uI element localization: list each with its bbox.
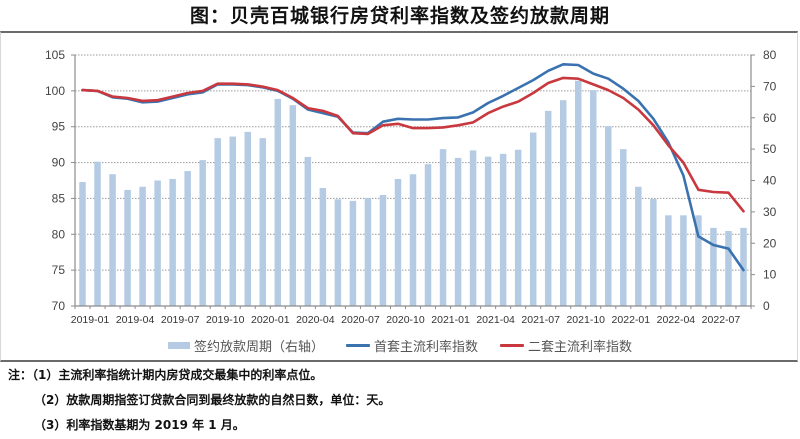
bar bbox=[665, 215, 672, 306]
bar bbox=[725, 231, 732, 306]
bar bbox=[695, 215, 702, 306]
y-left-tick-label: 80 bbox=[52, 227, 66, 241]
x-tick-label: 2020-10 bbox=[386, 314, 425, 326]
bar bbox=[214, 138, 221, 306]
y-right-tick-label: 20 bbox=[763, 236, 777, 250]
x-tick-label: 2020-07 bbox=[341, 314, 380, 326]
chart-title: 图：贝壳百城银行房贷利率指数及签约放款周期 bbox=[189, 5, 610, 27]
bar bbox=[79, 182, 86, 306]
legend-label-line2: 二套主流利率指数 bbox=[528, 339, 633, 355]
blue-line-swatch-icon bbox=[345, 343, 370, 347]
bar-swatch-icon bbox=[167, 341, 190, 349]
line-first-home-rate bbox=[81, 63, 745, 272]
y-right-tick-label: 50 bbox=[763, 142, 777, 156]
line-second-home-rate bbox=[81, 76, 745, 213]
bar bbox=[109, 174, 116, 306]
x-tick-label: 2020-04 bbox=[296, 314, 335, 326]
note-3: （3）利率指数基期为 2019 年 1 月。 bbox=[34, 418, 245, 432]
bar bbox=[139, 186, 146, 306]
bar bbox=[334, 199, 342, 306]
bar bbox=[635, 186, 642, 306]
bar bbox=[364, 198, 372, 306]
y-left-tick-label: 95 bbox=[52, 120, 66, 134]
x-tick-label: 2021-10 bbox=[566, 314, 605, 326]
y-right-tick-label: 30 bbox=[763, 205, 777, 219]
y-left-tick-label: 90 bbox=[52, 156, 66, 170]
y-left-tick-label: 85 bbox=[52, 191, 66, 205]
bar bbox=[620, 149, 627, 306]
bar bbox=[349, 200, 357, 306]
x-tick-label: 2022-04 bbox=[657, 314, 696, 326]
bar bbox=[184, 171, 191, 306]
bar bbox=[574, 80, 582, 306]
bar bbox=[544, 110, 552, 306]
note-2: （2）放款周期指签订贷款合同到最终放款的自然日数，单位：天。 bbox=[34, 393, 391, 407]
bar bbox=[484, 156, 492, 306]
x-tick-label: 2019-07 bbox=[161, 314, 200, 326]
bar bbox=[499, 153, 507, 306]
legend-item-line1: 首套主流利率指数 bbox=[345, 336, 478, 355]
bar-series-loan-cycle bbox=[79, 80, 747, 307]
bar bbox=[304, 156, 312, 306]
y-right-tick-label: 10 bbox=[763, 268, 777, 282]
y-right-tick-label: 80 bbox=[763, 48, 777, 62]
bar bbox=[439, 149, 447, 306]
bar bbox=[710, 227, 717, 306]
y-left-tick-label: 70 bbox=[52, 299, 66, 313]
x-tick-label: 2019-10 bbox=[206, 314, 245, 326]
y-left-tick-label: 100 bbox=[45, 84, 65, 98]
y-left-tick-label: 105 bbox=[45, 48, 65, 62]
y-right-tick-label: 40 bbox=[763, 174, 777, 188]
legend-label-bar: 签约放款周期（右轴） bbox=[193, 339, 324, 355]
bar bbox=[124, 189, 131, 306]
x-tick-label: 2021-07 bbox=[521, 314, 560, 326]
footnotes: 注：（1）主流利率指统计期内房贷成交最集中的利率点位。 （2）放款周期指签订贷款… bbox=[8, 364, 390, 439]
chart-plot: 70 75 80 85 90 95 100 105 0 10 20 30 40 50 60 70 80 2019-… bbox=[45, 48, 777, 326]
legend: 签约放款周期（右轴） 首套主流利率指数 二套主流利率指数 bbox=[0, 334, 800, 356]
bar bbox=[319, 188, 327, 306]
bar bbox=[199, 160, 206, 306]
x-tick-label: 2021-04 bbox=[476, 314, 515, 326]
bar bbox=[469, 150, 477, 306]
legend-item-bar: 签约放款周期（右轴） bbox=[167, 336, 324, 355]
bar bbox=[379, 194, 387, 306]
bar bbox=[740, 227, 747, 306]
bar bbox=[169, 178, 176, 306]
line-series bbox=[81, 63, 745, 272]
x-tick-label: 2022-07 bbox=[702, 314, 741, 326]
x-tick-label: 2020-01 bbox=[251, 314, 290, 326]
bar bbox=[454, 157, 462, 306]
bar bbox=[529, 132, 537, 306]
legend-label-line1: 首套主流利率指数 bbox=[373, 339, 478, 355]
x-tick-label: 2019-04 bbox=[116, 314, 155, 326]
bar bbox=[244, 131, 252, 306]
bar bbox=[274, 98, 282, 306]
bar bbox=[680, 215, 687, 306]
axes: 70 75 80 85 90 95 100 105 0 10 20 30 40 50 60 70 80 2019-… bbox=[45, 48, 777, 326]
x-tick-label: 2021-01 bbox=[431, 314, 470, 326]
bar bbox=[514, 149, 522, 306]
x-tick-label: 2022-01 bbox=[612, 314, 651, 326]
bar bbox=[605, 126, 612, 306]
y-left-tick-label: 75 bbox=[52, 263, 66, 277]
bar bbox=[650, 199, 657, 306]
y-right-tick-label: 60 bbox=[763, 111, 777, 125]
y-right-tick-label: 0 bbox=[763, 299, 770, 313]
note-1: 注：（1）主流利率指统计期内房贷成交最集中的利率点位。 bbox=[8, 368, 323, 382]
bar bbox=[289, 105, 297, 306]
bar bbox=[229, 136, 236, 306]
bar bbox=[559, 100, 567, 307]
x-tick-label: 2019-01 bbox=[71, 314, 110, 326]
bar bbox=[424, 164, 432, 306]
bar bbox=[259, 138, 267, 306]
bar bbox=[590, 90, 597, 306]
bar bbox=[94, 161, 101, 306]
y-right-tick-label: 70 bbox=[763, 79, 777, 93]
bar bbox=[154, 180, 161, 306]
bar bbox=[409, 174, 417, 306]
bar bbox=[394, 178, 402, 306]
chart-frame bbox=[0, 31, 798, 362]
red-line-swatch-icon bbox=[500, 343, 524, 347]
legend-item-line2: 二套主流利率指数 bbox=[500, 336, 632, 355]
